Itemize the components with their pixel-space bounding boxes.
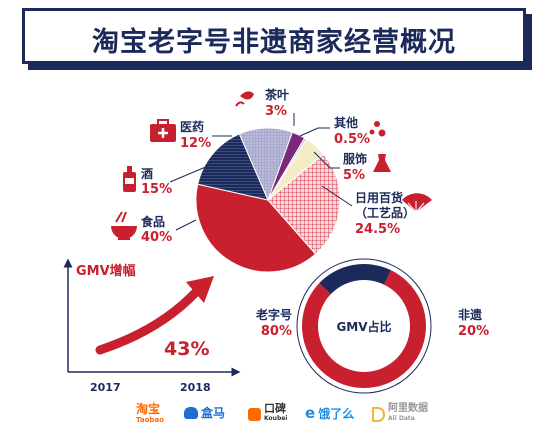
leader-apparel <box>313 151 340 169</box>
slice-label-other: 其他 <box>334 115 358 130</box>
pie-label-daily: 日用百货 （工艺品） 24.5% <box>355 190 415 237</box>
donut-label-laozihao: 老字号 <box>256 307 292 322</box>
slice-daily <box>267 153 341 255</box>
donut-outer-ring <box>296 258 432 394</box>
pie-label-apparel: 服饰 5% <box>343 151 367 183</box>
leader-other <box>299 127 330 137</box>
dots-icon <box>369 121 386 137</box>
tea-leaf-icon <box>235 91 254 107</box>
leader-food <box>175 219 197 231</box>
page-title: 淘宝老字号非遗商家经营概况 <box>92 27 456 58</box>
koubei-face-icon <box>248 407 261 421</box>
donut-segment-feiyi <box>319 264 391 295</box>
growth-arrowhead <box>186 276 214 303</box>
slice-food <box>195 183 317 273</box>
pie-label-food: 食品 40% <box>140 214 172 245</box>
donut-center-label: GMV占比 <box>336 319 391 334</box>
eleme-e-icon: e <box>305 404 316 422</box>
pie-label-other: 其他 0.5% <box>334 115 370 147</box>
title-banner: 淘宝老字号非遗商家经营概况 <box>22 8 526 64</box>
growth-curve <box>95 287 201 355</box>
fan-icon <box>402 193 432 213</box>
logo-taobao-name: 淘宝 <box>136 402 161 416</box>
logo-hema: 盒马 <box>184 404 225 421</box>
leader-lines <box>169 113 353 231</box>
slice-value-medicine: 12% <box>180 136 211 151</box>
donut-value-feiyi: 20% <box>458 324 489 339</box>
slice-label-apparel: 服饰 <box>343 151 367 166</box>
slice-liquor <box>197 133 269 201</box>
slice-value-tea: 3% <box>265 104 287 119</box>
medicine-kit-icon <box>150 119 176 142</box>
slice-value-other: 0.5% <box>334 132 370 147</box>
growth-chart-title: GMV增幅 <box>76 263 136 279</box>
logo-taobao-sub: Taobao <box>136 416 164 424</box>
slice-sublabel-daily: （工艺品） <box>355 205 415 220</box>
logo-taobao: 淘宝 Taobao <box>136 402 164 426</box>
category-pie <box>195 127 341 273</box>
slice-label-liquor: 酒 <box>141 167 153 181</box>
leader-daily <box>321 185 353 207</box>
logo-koubei-name: 口碑 <box>264 402 286 415</box>
donut-value-laozihao: 80% <box>261 324 292 339</box>
logo-koubei-sub: Koubei <box>264 415 288 422</box>
pie-label-tea: 茶叶 3% <box>264 87 289 119</box>
logo-alidata-name: 阿里数据 <box>388 403 428 414</box>
gmv-growth-chart: GMV增幅 43% 2017 2018 <box>63 258 241 394</box>
slice-label-food: 食品 <box>140 214 165 229</box>
logo-alidata-sub: Ali Data <box>388 415 415 422</box>
slice-label-daily: 日用百货 <box>355 190 403 205</box>
dress-icon <box>373 154 391 172</box>
gmv-share-donut: GMV占比 老字号 80% 非遗 20% <box>256 258 489 394</box>
growth-value: 43% <box>164 338 209 360</box>
logo-alidata: 阿里数据 Ali Data <box>372 404 428 424</box>
logo-eleme-name: 饿了么 <box>318 406 355 421</box>
alidata-d-icon <box>372 406 385 422</box>
pie-label-medicine: 医药 12% <box>180 119 211 151</box>
slice-value-apparel: 5% <box>343 168 365 183</box>
x-tick-2018: 2018 <box>180 381 211 394</box>
logo-hema-name: 盒马 <box>201 406 226 420</box>
donut-label-feiyi: 非遗 <box>458 307 482 322</box>
slice-label-medicine: 医药 <box>180 119 204 134</box>
partner-logos: 淘宝 Taobao 盒马 口碑 Koubei e 饿了么 阿里数据 Ali Da… <box>0 402 550 436</box>
logo-eleme: e 饿了么 <box>305 404 354 422</box>
logo-koubei: 口碑 Koubei <box>248 402 288 424</box>
x-tick-2017: 2017 <box>90 381 121 394</box>
slice-value-food: 40% <box>141 230 172 245</box>
liquor-bottle-icon <box>123 166 136 192</box>
leader-liquor <box>169 165 209 183</box>
pie-label-liquor: 酒 15% <box>141 167 172 197</box>
slice-value-liquor: 15% <box>141 182 172 197</box>
hippo-icon <box>184 406 198 419</box>
slice-label-tea: 茶叶 <box>264 87 289 102</box>
slice-value-daily: 24.5% <box>355 222 400 237</box>
food-bowl-icon <box>111 211 137 240</box>
